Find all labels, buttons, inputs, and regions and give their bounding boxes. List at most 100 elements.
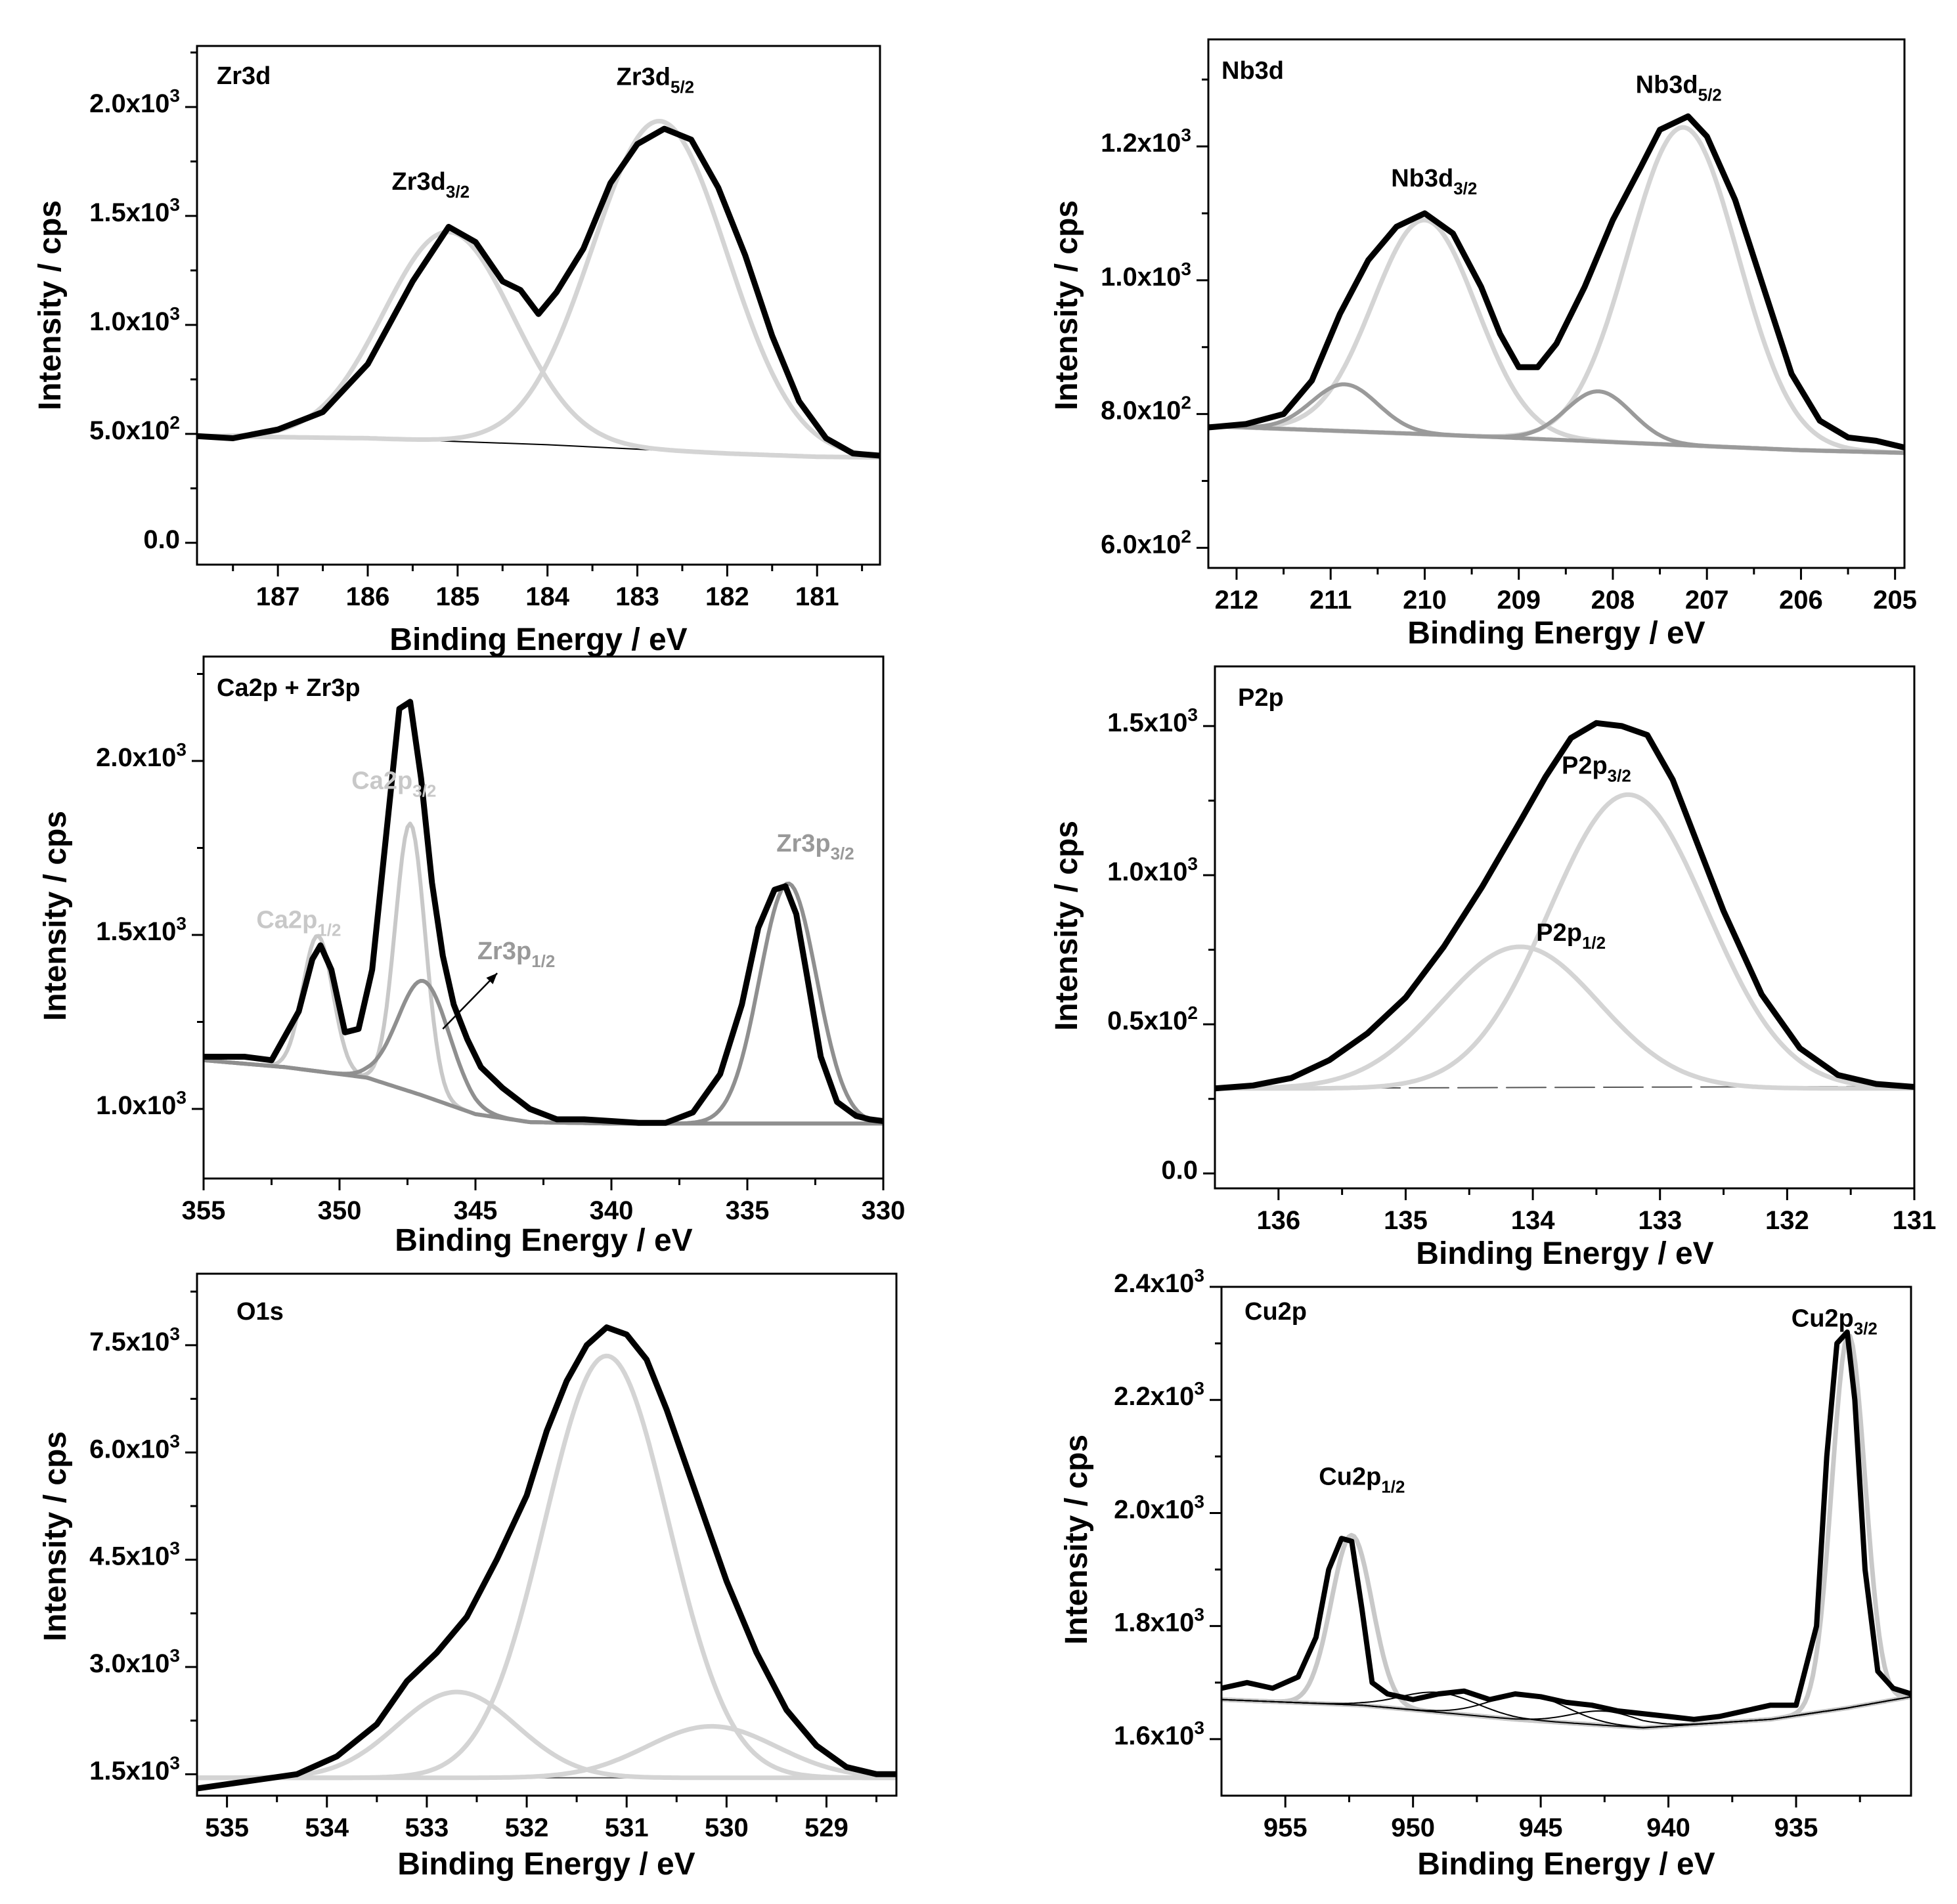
peak-label-subscript: 5/2 bbox=[1698, 85, 1722, 105]
y-tick-label: 2.0x103 bbox=[96, 739, 187, 772]
x-tick-label: 531 bbox=[605, 1813, 649, 1842]
y-tick-exponent: 3 bbox=[169, 194, 180, 215]
y-tick-label: 1.0x103 bbox=[89, 303, 180, 336]
peak-label: Zr3p3/2 bbox=[776, 830, 854, 863]
envelope-curve bbox=[1215, 720, 1914, 1092]
chart-nb3d: Nb3d Binding Energy / eV Intensity / cps… bbox=[1049, 38, 1917, 651]
component-curve bbox=[204, 979, 883, 1126]
y-tick-label: 1.5x103 bbox=[89, 194, 180, 227]
component-curve bbox=[197, 1723, 896, 1781]
y-tick-exponent: 3 bbox=[1194, 1265, 1204, 1286]
peak-label-subscript: 3/2 bbox=[1854, 1318, 1878, 1338]
y-tick-label: 3.0x103 bbox=[89, 1645, 180, 1678]
plot-area bbox=[1208, 113, 1904, 456]
y-tick-exponent: 3 bbox=[169, 303, 180, 324]
x-axis-title: Binding Energy / eV bbox=[1407, 616, 1705, 651]
peak-label: Nb3d3/2 bbox=[1391, 165, 1477, 198]
y-tick-label: 0.5x102 bbox=[1107, 1003, 1198, 1035]
y-tick-label: 1.2x103 bbox=[1101, 125, 1191, 158]
y-tick-label: 1.6x103 bbox=[1114, 1718, 1204, 1750]
y-tick-exponent: 3 bbox=[1194, 1378, 1204, 1398]
peak-label: Cu2p1/2 bbox=[1319, 1463, 1405, 1496]
panel-label: Cu2p bbox=[1244, 1298, 1307, 1326]
x-tick-label: 205 bbox=[1873, 586, 1917, 615]
y-tick-exponent: 2 bbox=[1181, 526, 1191, 546]
y-tick-exponent: 3 bbox=[1194, 1718, 1204, 1738]
y-tick-label: 1.5x103 bbox=[89, 1752, 180, 1785]
peak-label: Ca2p1/2 bbox=[256, 906, 341, 940]
component-curve bbox=[1208, 125, 1904, 456]
component-curve bbox=[1208, 389, 1904, 455]
component-curve bbox=[1215, 792, 1914, 1091]
plot-area bbox=[1221, 1329, 1911, 1731]
peak-label-subscript: 3/2 bbox=[446, 182, 470, 202]
x-tick-label: 210 bbox=[1403, 586, 1447, 615]
chart-o1s: O1s Binding Energy / eV Intensity / cps … bbox=[38, 1272, 898, 1882]
x-tick-label: 209 bbox=[1497, 586, 1541, 615]
chart-p2p: P2p Binding Energy / eV Intensity / cps … bbox=[1049, 665, 1937, 1271]
y-tick-exponent: 3 bbox=[176, 1087, 187, 1108]
x-tick-label: 206 bbox=[1779, 586, 1823, 615]
y-tick-exponent: 3 bbox=[169, 1538, 180, 1559]
x-tick-label: 185 bbox=[435, 582, 479, 611]
x-tick-label: 340 bbox=[590, 1196, 634, 1225]
x-tick-label: 184 bbox=[525, 582, 569, 611]
peak-label: P2p3/2 bbox=[1562, 752, 1631, 786]
panel-label: Zr3d bbox=[217, 62, 271, 90]
component-curve bbox=[1221, 1696, 1911, 1725]
y-axis-title: Intensity / cps bbox=[1059, 1435, 1094, 1645]
y-tick-label: 5.0x102 bbox=[89, 412, 180, 445]
x-tick-label: 955 bbox=[1264, 1813, 1308, 1842]
peak-label: Zr3d3/2 bbox=[392, 168, 470, 202]
peak-label-subscript: 5/2 bbox=[671, 77, 694, 97]
x-tick-label: 133 bbox=[1638, 1206, 1682, 1235]
peak-label-subscript: 1/2 bbox=[1582, 933, 1606, 953]
x-tick-label: 950 bbox=[1391, 1813, 1435, 1842]
plot-frame bbox=[1214, 665, 1916, 1190]
y-tick-label: 0.0 bbox=[1161, 1156, 1198, 1184]
y-tick-exponent: 3 bbox=[1181, 259, 1191, 279]
peak-label: P2p1/2 bbox=[1536, 919, 1606, 953]
plot-frame bbox=[196, 45, 881, 566]
x-tick-label: 187 bbox=[256, 582, 300, 611]
x-tick-label: 182 bbox=[705, 582, 749, 611]
x-tick-label: 350 bbox=[318, 1196, 362, 1225]
y-tick-label: 0.0 bbox=[143, 525, 180, 554]
x-tick-label: 186 bbox=[346, 582, 390, 611]
x-tick-label: 136 bbox=[1256, 1206, 1300, 1235]
panel-label: O1s bbox=[236, 1298, 284, 1326]
y-tick-label: 7.5x103 bbox=[89, 1324, 180, 1356]
panel-label: Ca2p + Zr3p bbox=[217, 674, 361, 702]
y-axis-title: Intensity / cps bbox=[38, 1431, 73, 1641]
x-axis-title: Binding Energy / eV bbox=[395, 1223, 692, 1258]
x-tick-label: 532 bbox=[505, 1813, 549, 1842]
x-tick-label: 335 bbox=[726, 1196, 770, 1225]
x-tick-label: 131 bbox=[1893, 1206, 1937, 1235]
x-tick-label: 355 bbox=[182, 1196, 226, 1225]
peak-label: Zr3d5/2 bbox=[617, 64, 695, 97]
plot-area bbox=[197, 1324, 896, 1792]
x-tick-label: 330 bbox=[862, 1196, 906, 1225]
peak-label-subscript: 3/2 bbox=[412, 781, 436, 800]
x-axis-title: Binding Energy / eV bbox=[389, 622, 687, 657]
envelope-curve bbox=[197, 1324, 896, 1792]
x-axis-title: Binding Energy / eV bbox=[397, 1847, 695, 1882]
y-tick-exponent: 3 bbox=[1194, 1605, 1204, 1625]
x-tick-label: 534 bbox=[305, 1813, 349, 1842]
y-tick-exponent: 3 bbox=[1194, 1491, 1204, 1511]
peak-label-subscript: 1/2 bbox=[1381, 1477, 1405, 1496]
y-tick-exponent: 2 bbox=[169, 412, 180, 433]
envelope-curve bbox=[204, 699, 883, 1126]
component-curve bbox=[204, 881, 883, 1126]
x-tick-label: 212 bbox=[1215, 586, 1259, 615]
y-tick-exponent: 3 bbox=[169, 1645, 180, 1666]
y-tick-exponent: 3 bbox=[1187, 854, 1198, 874]
y-tick-label: 8.0x102 bbox=[1101, 393, 1191, 425]
x-tick-label: 135 bbox=[1384, 1206, 1428, 1235]
y-tick-label: 1.8x103 bbox=[1114, 1605, 1204, 1637]
y-tick-exponent: 3 bbox=[169, 1752, 180, 1773]
y-axis-title: Intensity / cps bbox=[33, 200, 68, 410]
peak-label: Ca2p3/2 bbox=[351, 767, 436, 800]
x-tick-label: 530 bbox=[705, 1813, 749, 1842]
